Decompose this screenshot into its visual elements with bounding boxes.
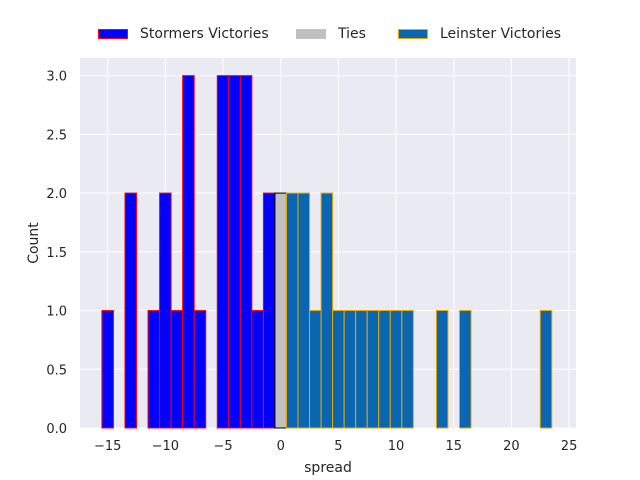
bar-ties xyxy=(274,192,287,429)
bar-leinster-victories xyxy=(401,310,414,429)
bar-leinster-victories xyxy=(435,310,449,429)
x-axis-ticks: −15 −10 −5 0 5 10 15 20 25 xyxy=(94,439,577,454)
bar-leinster-victories xyxy=(366,310,380,429)
bar-stormers-victories xyxy=(239,75,253,429)
bar-stormers-victories xyxy=(101,310,114,429)
legend-label-leinster: Leinster Victories xyxy=(440,26,561,42)
legend-label-ties: Ties xyxy=(338,26,366,42)
bars xyxy=(101,75,553,429)
x-tick-label: −15 xyxy=(94,439,121,454)
bar-stormers-victories xyxy=(147,310,161,429)
x-axis-label: spread xyxy=(304,460,352,476)
bar-stormers-victories xyxy=(262,192,276,429)
y-tick-label: 1.5 xyxy=(46,246,67,261)
bar-leinster-victories xyxy=(320,192,334,429)
bar-stormers-victories xyxy=(159,192,172,429)
legend-item-leinster: Leinster Victories xyxy=(398,24,561,44)
bar-leinster-victories xyxy=(539,310,553,429)
legend: Stormers Victories Ties Leinster Victori… xyxy=(0,24,640,48)
x-tick-label: −5 xyxy=(213,439,232,454)
x-tick-label: 15 xyxy=(445,439,462,454)
bar-leinster-victories xyxy=(285,192,299,429)
x-tick-label: 0 xyxy=(277,439,285,454)
x-tick-label: 20 xyxy=(503,439,520,454)
bar-leinster-victories xyxy=(297,192,311,429)
y-tick-label: 0.0 xyxy=(46,422,67,437)
bar-stormers-victories xyxy=(124,192,138,429)
legend-swatch-stormers xyxy=(98,29,128,39)
bar-leinster-victories xyxy=(355,310,368,429)
y-tick-label: 3.0 xyxy=(46,70,67,85)
legend-label-stormers: Stormers Victories xyxy=(140,26,269,42)
bar-leinster-victories xyxy=(389,310,403,429)
y-axis-ticks: 0.0 0.5 1.0 1.5 2.0 2.5 3.0 xyxy=(46,70,67,437)
bar-stormers-victories xyxy=(182,75,195,429)
bar-stormers-victories xyxy=(216,75,230,429)
legend-swatch-leinster xyxy=(398,29,428,39)
bar-leinster-victories xyxy=(309,310,322,429)
x-tick-label: 5 xyxy=(334,439,342,454)
legend-swatch-ties xyxy=(296,29,326,39)
bar-leinster-victories xyxy=(378,310,391,429)
legend-item-stormers: Stormers Victories xyxy=(98,24,269,44)
y-tick-label: 2.5 xyxy=(46,128,67,143)
x-tick-label: 25 xyxy=(561,439,578,454)
bar-stormers-victories xyxy=(170,310,184,429)
y-axis-label: Count xyxy=(26,222,42,264)
bar-leinster-victories xyxy=(343,310,357,429)
y-tick-label: 2.0 xyxy=(46,187,67,202)
bar-stormers-victories xyxy=(193,310,207,429)
bar-leinster-victories xyxy=(458,310,472,429)
y-tick-label: 1.0 xyxy=(46,305,67,320)
x-tick-label: −10 xyxy=(152,439,179,454)
y-tick-label: 0.5 xyxy=(46,363,67,378)
bar-leinster-victories xyxy=(332,310,345,429)
legend-item-ties: Ties xyxy=(296,24,366,44)
bar-stormers-victories xyxy=(228,75,241,429)
x-tick-label: 10 xyxy=(388,439,405,454)
bar-stormers-victories xyxy=(251,310,264,429)
